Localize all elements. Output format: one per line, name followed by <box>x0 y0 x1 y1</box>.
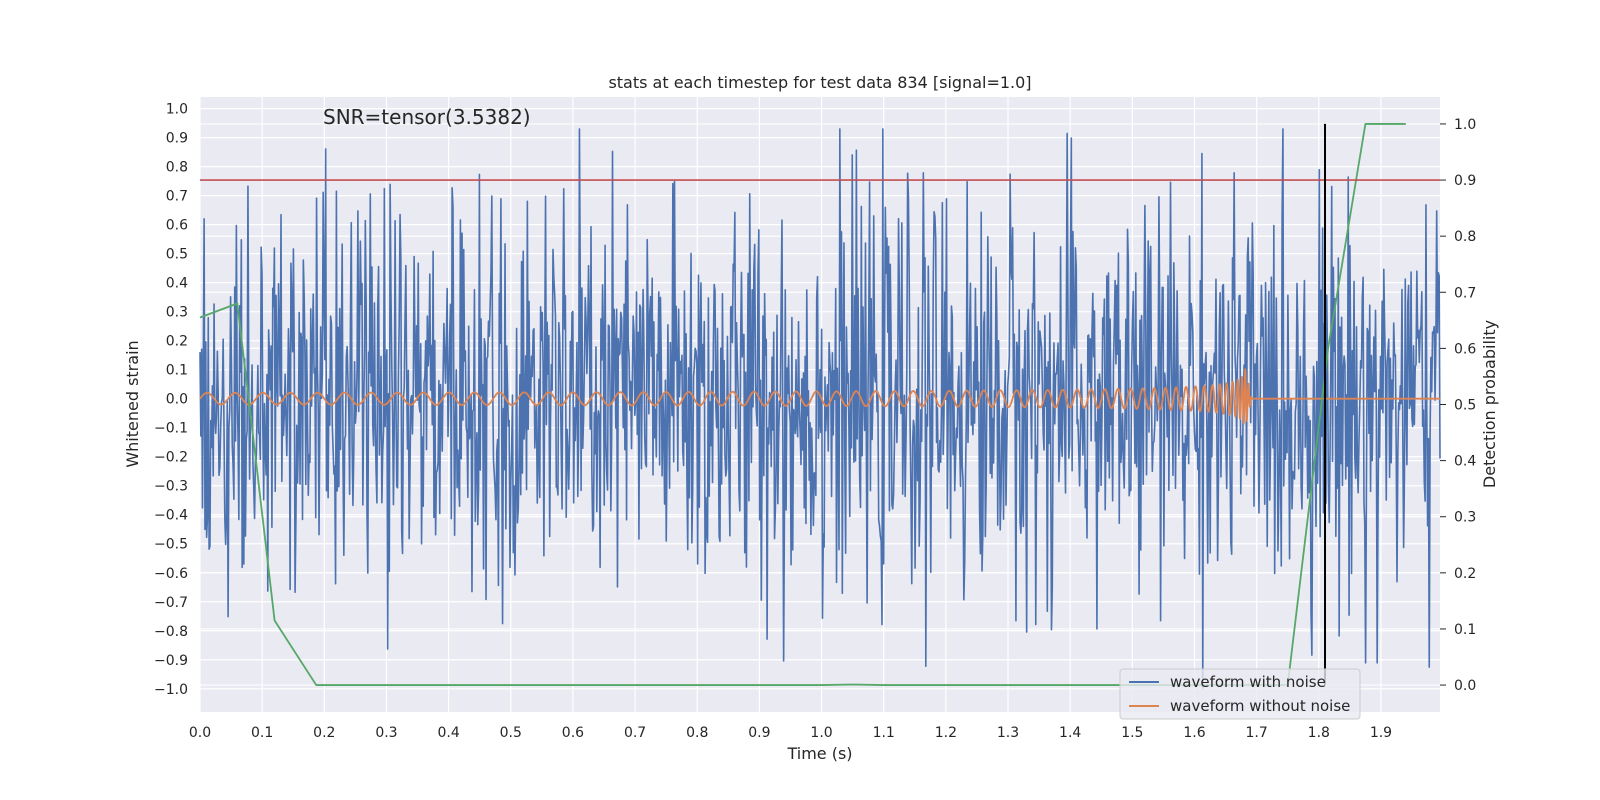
x-tick-label: 1.6 <box>1183 725 1205 741</box>
y-tick-label: 0.1 <box>166 363 188 379</box>
y-tick-label: 0.7 <box>166 189 188 205</box>
y-tick-label: −0.1 <box>154 421 188 437</box>
y2-tick-label: 0.0 <box>1454 678 1476 694</box>
x-tick-label: 0.1 <box>251 725 273 741</box>
y-axis-ticks: 1.0 0.9 0.8 0.7 0.6 0.5 0.4 0.3 0.2 0.1 0.0 −0.1 −0.… <box>154 102 188 698</box>
x-tick-label: 0.0 <box>189 725 211 741</box>
snr-annotation: SNR=tensor(3.5382) <box>323 105 531 129</box>
y-tick-label: −0.3 <box>154 479 188 495</box>
x-tick-label: 0.4 <box>437 725 459 741</box>
y2-tick-label: 0.3 <box>1454 510 1476 526</box>
series-line <box>199 123 1406 686</box>
x-tick-label: 0.9 <box>748 725 770 741</box>
x-tick-label: 0.7 <box>624 725 646 741</box>
x-tick-label: 1.8 <box>1308 725 1330 741</box>
y-tick-label: 0.5 <box>166 247 188 263</box>
y-tick-label: 1.0 <box>166 102 188 118</box>
x-tick-label: 0.8 <box>686 725 708 741</box>
x-tick-label: 1.9 <box>1370 725 1392 741</box>
y2-tick-label: 0.8 <box>1454 229 1476 245</box>
x-tick-label: 1.5 <box>1121 725 1143 741</box>
y-tick-label: 0.8 <box>166 160 188 176</box>
y-tick-label: −0.2 <box>154 450 188 466</box>
y2-axis-ticks: 1.0 0.9 0.8 0.7 0.6 0.5 0.4 0.3 0.2 0.1 0.0 <box>1440 117 1476 694</box>
y-tick-label: −1.0 <box>154 682 188 698</box>
y-tick-label: 0.2 <box>166 334 188 350</box>
x-tick-label: 1.2 <box>935 725 957 741</box>
y-tick-label: 0.3 <box>166 305 188 321</box>
y2-tick-label: 0.1 <box>1454 622 1476 638</box>
x-axis-label: Time (s) <box>786 744 852 763</box>
y-tick-label: −0.5 <box>154 537 188 553</box>
y2-tick-label: 0.6 <box>1454 341 1476 357</box>
series-line <box>199 128 1441 689</box>
x-tick-label: 1.4 <box>1059 725 1081 741</box>
x-tick-label: 0.2 <box>313 725 335 741</box>
x-axis-ticks: 0.0 0.1 0.2 0.3 0.4 0.5 0.6 0.7 0.8 0.9 1.0 1.1 1.2 1… <box>189 725 1392 741</box>
y2-tick-label: 0.9 <box>1454 173 1476 189</box>
y2-tick-label: 0.7 <box>1454 285 1476 301</box>
legend-label-noise: waveform with noise <box>1170 673 1326 691</box>
x-tick-label: 1.0 <box>810 725 832 741</box>
y-tick-label: −0.6 <box>154 566 188 582</box>
y-tick-label: 0.4 <box>166 276 188 292</box>
legend-label-clean: waveform without noise <box>1170 697 1350 715</box>
y-tick-label: 0.6 <box>166 218 188 234</box>
y-tick-label: −0.9 <box>154 653 188 669</box>
y-axis-label: Whitened strain <box>123 340 142 467</box>
plot-series <box>199 123 1441 689</box>
x-tick-label: 1.3 <box>997 725 1019 741</box>
y2-tick-label: 0.2 <box>1454 566 1476 582</box>
y-tick-label: 0.9 <box>166 131 188 147</box>
y2-tick-label: 0.5 <box>1454 398 1476 414</box>
series-line <box>199 368 1441 425</box>
y-tick-label: 0.0 <box>166 392 188 408</box>
y2-tick-label: 1.0 <box>1454 117 1476 133</box>
y-tick-label: −0.4 <box>154 508 188 524</box>
y-tick-label: −0.8 <box>154 624 188 640</box>
legend: waveform with noise waveform without noi… <box>1119 668 1361 720</box>
x-tick-label: 0.6 <box>562 725 584 741</box>
y2-tick-label: 0.4 <box>1454 454 1476 470</box>
legend-box <box>1119 668 1361 720</box>
chart-title: stats at each timestep for test data 834… <box>608 73 1031 92</box>
x-tick-label: 0.5 <box>500 725 522 741</box>
y2-axis-label: Detection probability <box>1480 320 1499 488</box>
x-tick-label: 1.7 <box>1246 725 1268 741</box>
x-tick-label: 0.3 <box>375 725 397 741</box>
x-tick-label: 1.1 <box>873 725 895 741</box>
y-tick-label: −0.7 <box>154 595 188 611</box>
